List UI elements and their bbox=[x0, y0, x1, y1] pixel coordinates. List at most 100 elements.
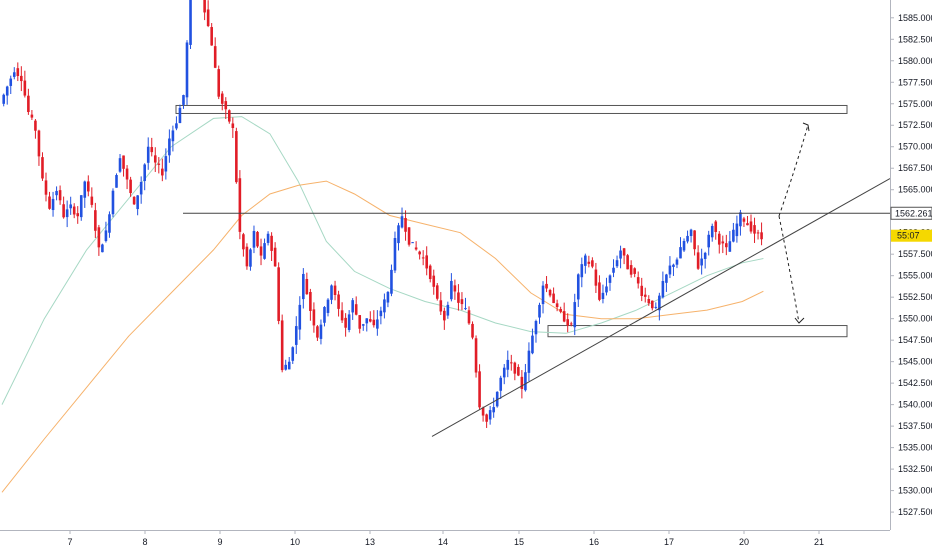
candle-up bbox=[185, 42, 189, 98]
candle-down bbox=[94, 210, 97, 231]
candle-down bbox=[48, 196, 51, 209]
candle-down bbox=[622, 248, 626, 256]
candle-up bbox=[700, 258, 703, 266]
candle-down bbox=[340, 310, 344, 321]
y-tick-label: 1582.500 bbox=[898, 34, 932, 44]
candle-down bbox=[62, 204, 65, 218]
trendline[interactable] bbox=[431, 178, 891, 437]
candle-down bbox=[153, 155, 157, 163]
x-tick-label: 17 bbox=[664, 537, 674, 547]
candle-up bbox=[400, 216, 404, 228]
price-axis[interactable]: 1527.500 1530.000 1532.500 1535.000 1537.500… bbox=[890, 13, 932, 517]
candle-down bbox=[569, 323, 573, 325]
candle-down bbox=[242, 234, 245, 250]
candle-up bbox=[118, 158, 122, 172]
candle-down bbox=[259, 246, 263, 256]
candle-up bbox=[9, 78, 13, 86]
x-tick-label: 13 bbox=[365, 537, 375, 547]
candle-down bbox=[157, 163, 161, 165]
candle-down bbox=[20, 75, 23, 82]
candle-down bbox=[742, 218, 746, 222]
candle-down bbox=[717, 233, 721, 245]
current-price-badge bbox=[891, 229, 932, 242]
y-tick-label: 1577.500 bbox=[898, 77, 932, 87]
y-tick-label: 1532.500 bbox=[898, 464, 932, 474]
candle-up bbox=[534, 321, 538, 335]
candle-down bbox=[132, 196, 136, 205]
candle-up bbox=[601, 292, 605, 300]
time-axis[interactable]: 7 8 9 10 13 14 15 16 17 20 21 bbox=[67, 530, 824, 547]
candle-down bbox=[210, 27, 213, 46]
candle-down bbox=[312, 309, 316, 326]
candle-up bbox=[703, 252, 707, 259]
candle-up bbox=[189, 0, 192, 45]
candle-down bbox=[37, 130, 41, 157]
candle-up bbox=[682, 241, 686, 251]
candle-up bbox=[115, 175, 118, 188]
candle-up bbox=[531, 335, 534, 354]
y-tick-label: 1530.000 bbox=[898, 486, 932, 496]
candle-up bbox=[605, 286, 608, 293]
candle-down bbox=[309, 291, 312, 311]
candle-down bbox=[224, 101, 228, 110]
candle-up bbox=[139, 181, 143, 195]
price-level-badge bbox=[890, 206, 932, 220]
resistance-zone[interactable] bbox=[175, 104, 848, 114]
candle-down bbox=[485, 414, 488, 422]
y-tick-label: 1552.500 bbox=[898, 292, 932, 302]
candle-up bbox=[175, 123, 178, 129]
candle-up bbox=[573, 302, 577, 328]
y-tick-label: 1555.000 bbox=[898, 271, 932, 281]
candle-down bbox=[414, 247, 418, 250]
candle-up bbox=[104, 230, 108, 242]
candle-up bbox=[83, 181, 87, 198]
candle-down bbox=[358, 315, 362, 329]
candle-down bbox=[76, 213, 80, 217]
y-tick-label: 1537.500 bbox=[898, 421, 932, 431]
candle-down bbox=[305, 278, 309, 295]
y-tick-label: 1547.500 bbox=[898, 335, 932, 345]
candle-down bbox=[562, 311, 566, 322]
candle-up bbox=[499, 377, 503, 391]
candle-up bbox=[710, 225, 714, 238]
support-zone[interactable] bbox=[547, 325, 848, 338]
candle-up bbox=[361, 324, 365, 326]
candle-up bbox=[739, 212, 742, 227]
y-tick-label: 1570.000 bbox=[898, 142, 932, 152]
candle-up bbox=[55, 190, 58, 196]
candle-down bbox=[643, 294, 647, 297]
candle-up bbox=[302, 273, 305, 300]
x-tick-label: 15 bbox=[514, 537, 524, 547]
candle-down bbox=[150, 147, 154, 153]
candle-down bbox=[344, 317, 347, 328]
candle-down bbox=[354, 304, 358, 315]
candle-down bbox=[721, 241, 725, 244]
candle-up bbox=[287, 361, 291, 370]
candle-down bbox=[647, 299, 651, 304]
candle-down bbox=[510, 362, 513, 364]
candle-down bbox=[27, 95, 30, 113]
candle-down bbox=[72, 206, 76, 215]
candle-up bbox=[171, 130, 175, 142]
candle-up bbox=[393, 238, 397, 271]
candle-down bbox=[369, 319, 372, 322]
candle-down bbox=[555, 303, 559, 308]
candle-down bbox=[651, 300, 654, 309]
candle-up bbox=[619, 250, 622, 259]
candle-up bbox=[383, 299, 386, 313]
candle-down bbox=[270, 235, 273, 251]
candle-down bbox=[756, 232, 760, 234]
candle-up bbox=[502, 367, 506, 378]
candle-down bbox=[161, 168, 164, 176]
candle-up bbox=[376, 319, 379, 329]
candle-down bbox=[552, 293, 555, 304]
candle-up bbox=[506, 359, 510, 370]
drawings-layer bbox=[183, 122, 891, 437]
y-tick-label: 1572.500 bbox=[898, 120, 932, 130]
candle-down bbox=[559, 308, 562, 312]
candle-down bbox=[23, 80, 27, 96]
candle-down bbox=[714, 221, 718, 232]
